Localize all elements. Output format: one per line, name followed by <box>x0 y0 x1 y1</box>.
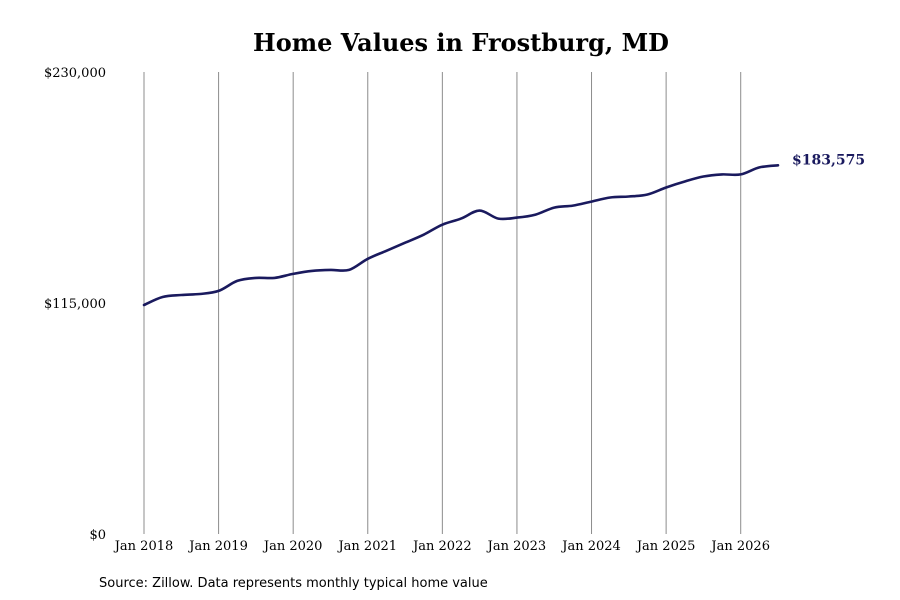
chart-title: Home Values in Frostburg, MD <box>253 28 669 57</box>
x-tick-label: Jan 2025 <box>635 539 696 554</box>
x-tick-label: Jan 2026 <box>709 539 770 554</box>
x-tick-label: Jan 2019 <box>187 539 248 554</box>
y-axis-ticks: $0 $115,000 $230,000 <box>44 66 106 543</box>
y-tick-label: $0 <box>89 528 106 543</box>
y-tick-label: $230,000 <box>44 66 106 81</box>
x-tick-label: Jan 2023 <box>486 539 547 554</box>
end-value-label: $183,575 <box>792 152 865 168</box>
home-value-line <box>142 164 780 307</box>
series-layer <box>142 164 780 307</box>
x-tick-label: Jan 2020 <box>262 539 323 554</box>
source-note: Source: Zillow. Data represents monthly … <box>99 576 488 591</box>
x-tick-label: Jan 2018 <box>113 539 174 554</box>
x-axis-ticks: Jan 2018 Jan 2019 Jan 2020 Jan 2021 Jan 2022… <box>113 539 770 554</box>
x-tick-label: Jan 2022 <box>411 539 472 554</box>
y-tick-label: $115,000 <box>44 297 106 312</box>
x-tick-label: Jan 2024 <box>560 539 621 554</box>
x-tick-label: Jan 2021 <box>336 539 397 554</box>
grid-layer <box>143 72 742 534</box>
